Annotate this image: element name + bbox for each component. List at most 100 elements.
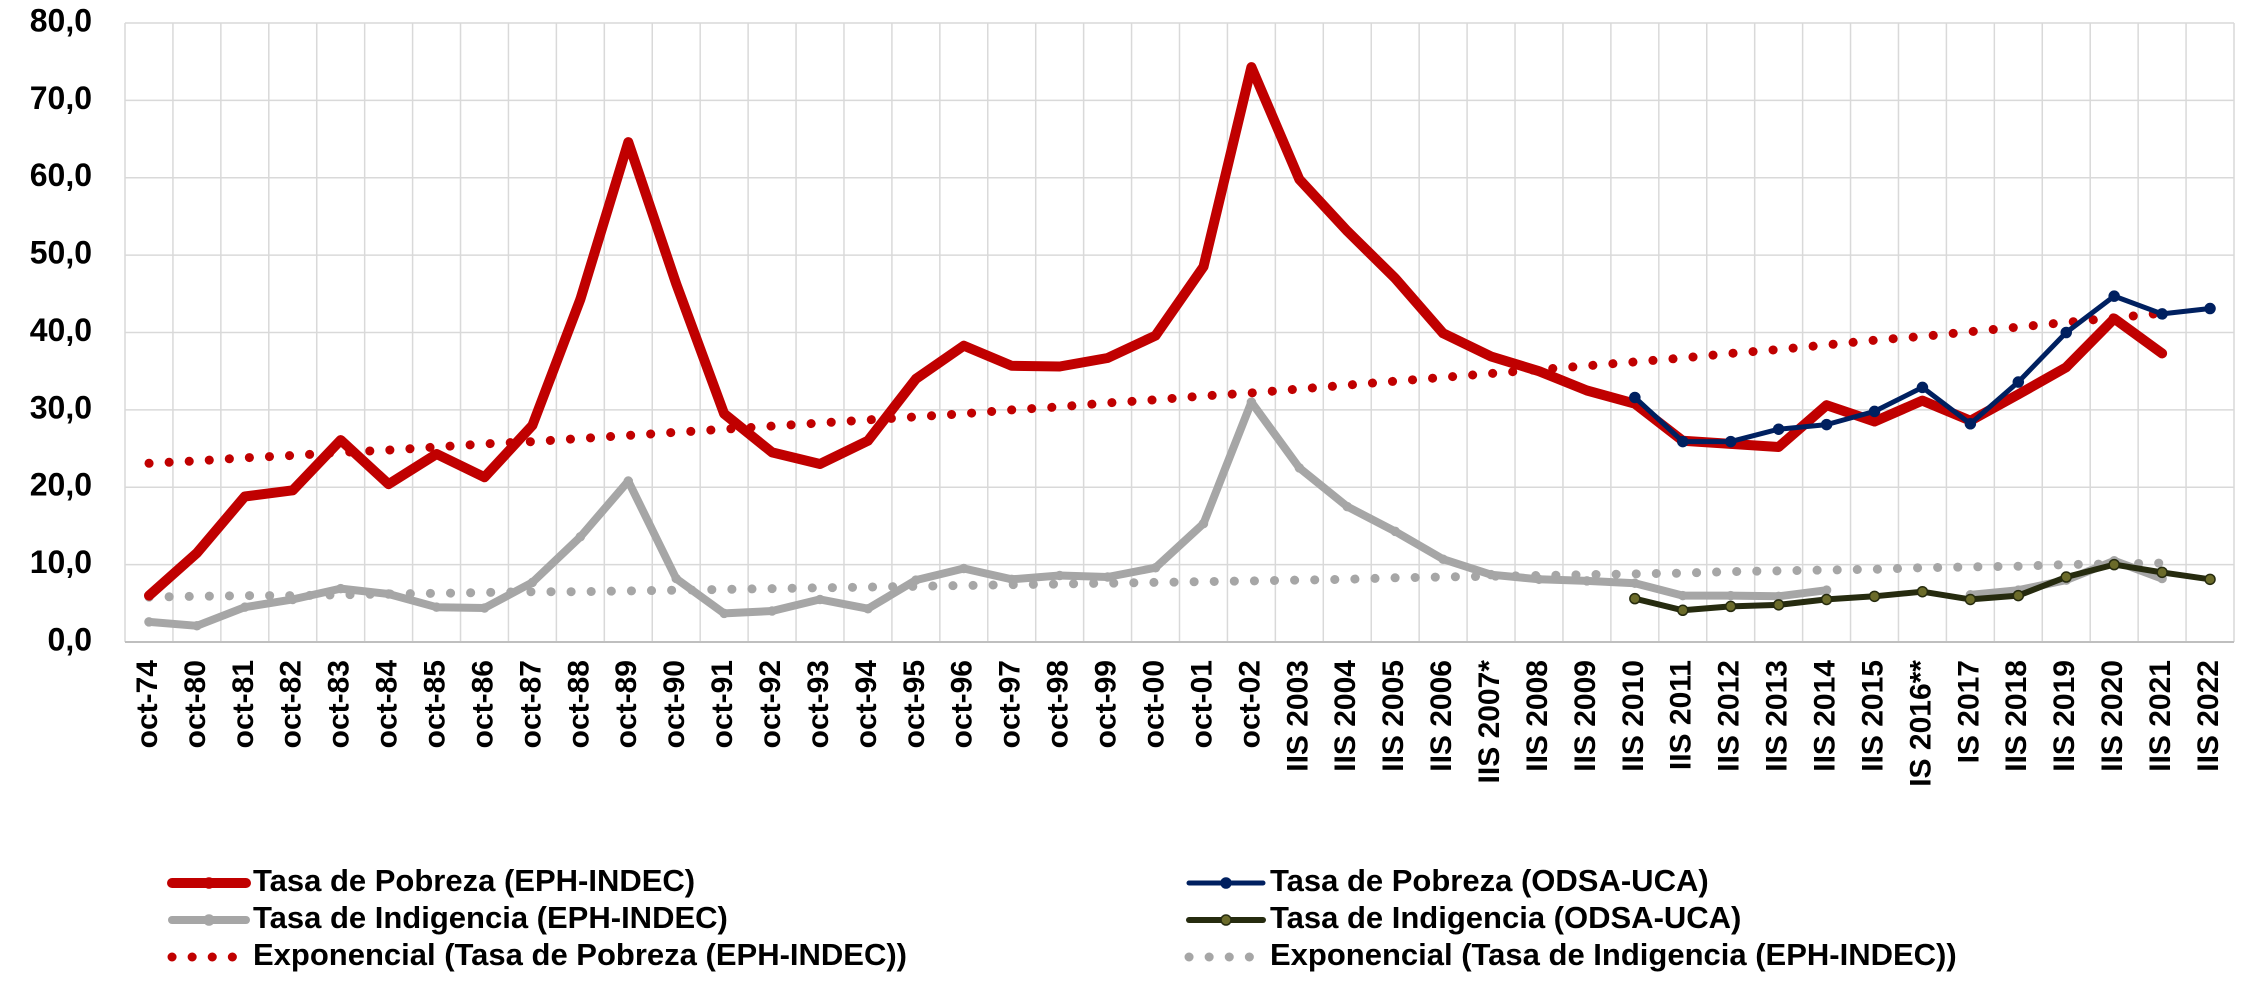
point — [863, 436, 873, 446]
point — [383, 589, 394, 599]
point — [1054, 570, 1065, 581]
x-tick-label: oct-93 — [802, 660, 835, 748]
x-tick-label: IIS 2010 — [1617, 660, 1650, 772]
point — [1150, 562, 1161, 573]
point — [2013, 389, 2024, 400]
point — [288, 594, 298, 605]
x-tick-label: oct-94 — [850, 660, 883, 749]
legend-label: Exponencial (Tasa de Indigencia (EPH-IND… — [1270, 937, 1957, 972]
point — [288, 485, 298, 496]
point — [575, 532, 586, 542]
x-tick-label: IIS 2007* — [1473, 660, 1506, 784]
point — [1390, 526, 1400, 537]
series-line — [145, 398, 1831, 630]
x-tick-label: oct-84 — [371, 660, 404, 749]
point — [2109, 313, 2119, 324]
point — [1677, 435, 1689, 448]
point — [1006, 574, 1017, 585]
x-tick-label: oct-89 — [610, 660, 643, 748]
point — [1821, 585, 1832, 595]
x-tick-label: IS 2016** — [1904, 660, 1937, 787]
y-tick-label: 80,0 — [30, 2, 92, 38]
x-tick-label: IIS 2009 — [1569, 660, 1602, 772]
y-tick-label: 30,0 — [30, 389, 92, 425]
point — [767, 447, 777, 458]
x-tick-label: oct-95 — [898, 660, 931, 748]
x-tick-label: oct-88 — [562, 660, 595, 748]
point — [1582, 576, 1592, 586]
point — [1342, 226, 1353, 236]
x-tick-label: oct-99 — [1090, 660, 1123, 748]
point — [1869, 416, 1880, 427]
point — [1916, 585, 1929, 598]
x-tick-label: oct-82 — [275, 660, 308, 748]
point — [959, 340, 969, 351]
y-tick-label: 60,0 — [30, 157, 92, 193]
legend-label: Tasa de Pobreza (EPH-INDEC) — [253, 863, 695, 898]
point — [1772, 423, 1785, 435]
x-tick-label: IIS 2015 — [1856, 660, 1889, 772]
point — [1438, 328, 1448, 339]
point — [335, 435, 346, 445]
point — [431, 449, 442, 459]
point — [2204, 302, 2216, 315]
point — [1725, 590, 1736, 601]
point — [1868, 405, 1881, 418]
point — [719, 408, 729, 419]
point — [2156, 566, 2168, 579]
point — [1102, 572, 1113, 582]
point — [1820, 418, 1833, 431]
y-tick-label: 70,0 — [30, 80, 92, 116]
legend-label: Tasa de Indigencia (ODSA-UCA) — [1270, 900, 1741, 935]
x-tick-label: IIS 2019 — [2048, 660, 2081, 772]
point — [959, 563, 969, 574]
point — [240, 491, 250, 502]
y-tick-label: 40,0 — [30, 312, 92, 348]
legend-marker — [1220, 914, 1232, 926]
point — [1534, 574, 1544, 585]
point — [2108, 558, 2120, 571]
legend-label: Tasa de Pobreza (ODSA-UCA) — [1270, 863, 1709, 898]
point — [2061, 362, 2071, 373]
point — [1678, 590, 1688, 601]
point — [1917, 395, 1928, 406]
point — [1773, 442, 1784, 452]
point — [2157, 348, 2167, 359]
point — [1486, 351, 1496, 362]
point — [192, 548, 202, 558]
point — [1486, 569, 1496, 580]
point — [623, 476, 634, 486]
point — [911, 575, 921, 585]
point — [815, 459, 825, 469]
point — [1582, 385, 1592, 396]
point — [144, 590, 154, 601]
point — [1006, 361, 1017, 371]
legend-marker — [203, 914, 215, 926]
x-tick-label: oct-87 — [514, 660, 547, 748]
x-tick-label: IIS 2022 — [2192, 660, 2225, 772]
x-tick-label: oct-91 — [706, 660, 739, 748]
point — [575, 294, 586, 304]
point — [1294, 174, 1305, 185]
point — [2108, 290, 2120, 302]
x-tick-label: IIS 2004 — [1329, 660, 1362, 772]
point — [1438, 554, 1448, 564]
x-tick-label: oct-74 — [131, 660, 164, 749]
point — [1294, 463, 1305, 473]
point — [671, 573, 681, 584]
legend-label: Exponencial (Tasa de Pobreza (EPH-INDEC)… — [253, 937, 907, 972]
point — [1629, 391, 1641, 404]
x-tick-label: IIS 2006 — [1425, 660, 1458, 772]
point — [1342, 501, 1353, 512]
x-tick-label: IIS 2008 — [1521, 660, 1554, 772]
point — [1629, 592, 1641, 605]
point — [1198, 518, 1209, 529]
point — [1772, 599, 1785, 611]
point — [1868, 590, 1881, 603]
x-tick-label: oct-80 — [179, 660, 212, 748]
point — [1054, 361, 1065, 372]
point — [1198, 261, 1209, 272]
x-tick-label: IIS 2012 — [1713, 660, 1746, 772]
